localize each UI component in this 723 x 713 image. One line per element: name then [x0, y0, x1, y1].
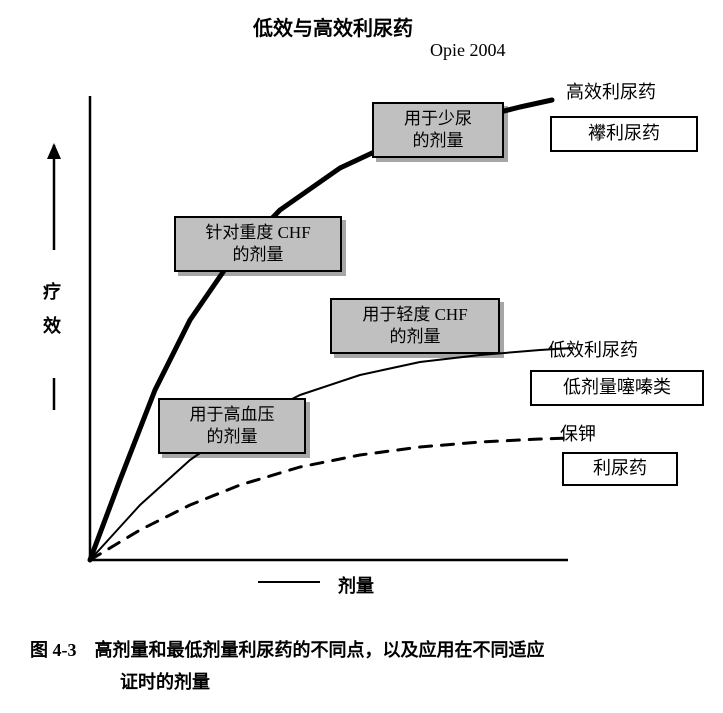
anno-htn-line1: 用于高血压 — [190, 404, 275, 426]
caption-line2: 证时的剂量 — [120, 672, 210, 692]
anno-ksparing: 利尿药 — [562, 452, 678, 486]
anno-oliguria-line1: 用于少尿 — [404, 108, 472, 130]
x-axis-label: 剂量 — [338, 572, 374, 598]
anno-oliguria: 用于少尿 的剂量 — [372, 102, 504, 158]
caption-line1: 高剂量和最低剂量利尿药的不同点，以及应用在不同适应 — [95, 640, 545, 660]
label-low-ceiling: 低效利尿药 — [548, 336, 638, 362]
anno-mildchf: 用于轻度 CHF 的剂量 — [330, 298, 500, 354]
figure-caption: 图 4-3 高剂量和最低剂量利尿药的不同点，以及应用在不同适应 证时的剂量 — [30, 634, 545, 699]
anno-mildchf-line2: 的剂量 — [390, 326, 441, 348]
anno-htn-line2: 的剂量 — [207, 426, 258, 448]
y-axis-label: 疗效 — [38, 282, 64, 350]
anno-thiazide: 低剂量噻嗪类 — [530, 370, 704, 406]
caption-prefix: 图 4-3 — [30, 640, 77, 660]
anno-loop-text: 襻利尿药 — [588, 122, 660, 145]
anno-thiazide-text: 低剂量噻嗪类 — [563, 376, 671, 399]
anno-loop: 襻利尿药 — [550, 116, 698, 152]
label-high-ceiling: 高效利尿药 — [566, 78, 656, 104]
anno-severechf-line2: 的剂量 — [233, 244, 284, 266]
anno-severechf-line1: 针对重度 CHF — [205, 222, 310, 244]
anno-severechf: 针对重度 CHF 的剂量 — [174, 216, 342, 272]
anno-htn: 用于高血压 的剂量 — [158, 398, 306, 454]
label-ksparing: 保钾 — [560, 420, 596, 446]
anno-mildchf-line1: 用于轻度 CHF — [362, 304, 467, 326]
anno-ksparing-text: 利尿药 — [593, 457, 647, 480]
anno-oliguria-line2: 的剂量 — [413, 130, 464, 152]
